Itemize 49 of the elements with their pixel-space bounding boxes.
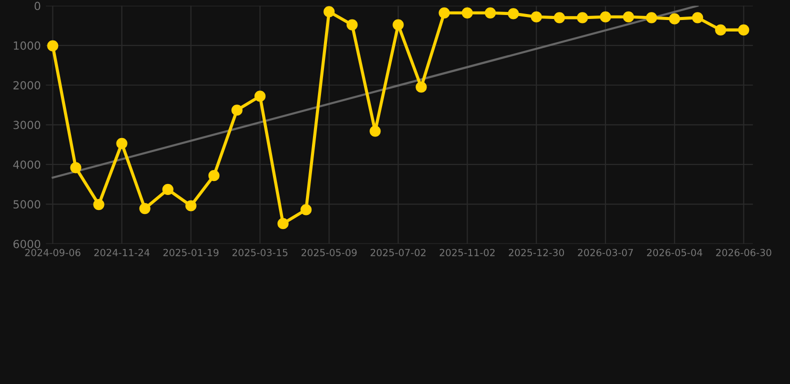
y-tick-label: 1000 bbox=[14, 41, 40, 50]
point bbox=[47, 40, 58, 52]
y-tick-label: 5000 bbox=[14, 200, 40, 209]
point bbox=[370, 126, 381, 137]
point bbox=[208, 170, 220, 182]
y-tick-label: 4000 bbox=[13, 160, 40, 169]
point bbox=[438, 7, 450, 18]
point bbox=[554, 12, 565, 24]
x-tick-label: 2024-09-06 bbox=[25, 248, 80, 256]
y-tick-label: 6000 bbox=[13, 240, 40, 248]
point bbox=[254, 90, 266, 102]
x-tick-label: 2026-06-30 bbox=[716, 248, 772, 256]
point bbox=[530, 11, 542, 22]
point bbox=[346, 19, 358, 30]
x-tick-label: 2025-03-15 bbox=[232, 248, 288, 256]
x-tick-label: 2026-05-04 bbox=[647, 248, 702, 256]
point bbox=[600, 11, 612, 22]
point bbox=[231, 104, 243, 116]
y-tick-label: 0 bbox=[34, 2, 40, 10]
x-tick-label: 2025-07-02 bbox=[370, 248, 426, 256]
point bbox=[692, 12, 704, 24]
x-tick-label: 2025-05-09 bbox=[302, 248, 357, 256]
y-tick-label: 3000 bbox=[14, 120, 40, 130]
point bbox=[715, 24, 726, 36]
point bbox=[462, 7, 473, 18]
y-tick-label: 2000 bbox=[13, 81, 40, 90]
point bbox=[392, 19, 404, 30]
point bbox=[508, 8, 519, 20]
point bbox=[185, 200, 196, 212]
point bbox=[324, 6, 335, 18]
point bbox=[646, 12, 658, 24]
point bbox=[484, 7, 496, 18]
point bbox=[576, 12, 588, 24]
point bbox=[139, 202, 150, 214]
x-tick-label: 2025-01-19 bbox=[163, 248, 218, 256]
point bbox=[277, 218, 289, 230]
point bbox=[93, 199, 104, 210]
x-tick-label: 2025-11-02 bbox=[440, 248, 495, 256]
point bbox=[116, 138, 128, 150]
point bbox=[622, 11, 634, 22]
point bbox=[162, 184, 174, 196]
x-tick-label: 2026-03-07 bbox=[578, 248, 633, 256]
x-tick-label: 2025-12-30 bbox=[508, 248, 564, 256]
x-tick-label: 2024-11-24 bbox=[94, 248, 150, 256]
point bbox=[70, 162, 82, 174]
point bbox=[738, 24, 750, 36]
point bbox=[300, 204, 312, 216]
point bbox=[416, 82, 427, 93]
point bbox=[669, 13, 680, 24]
